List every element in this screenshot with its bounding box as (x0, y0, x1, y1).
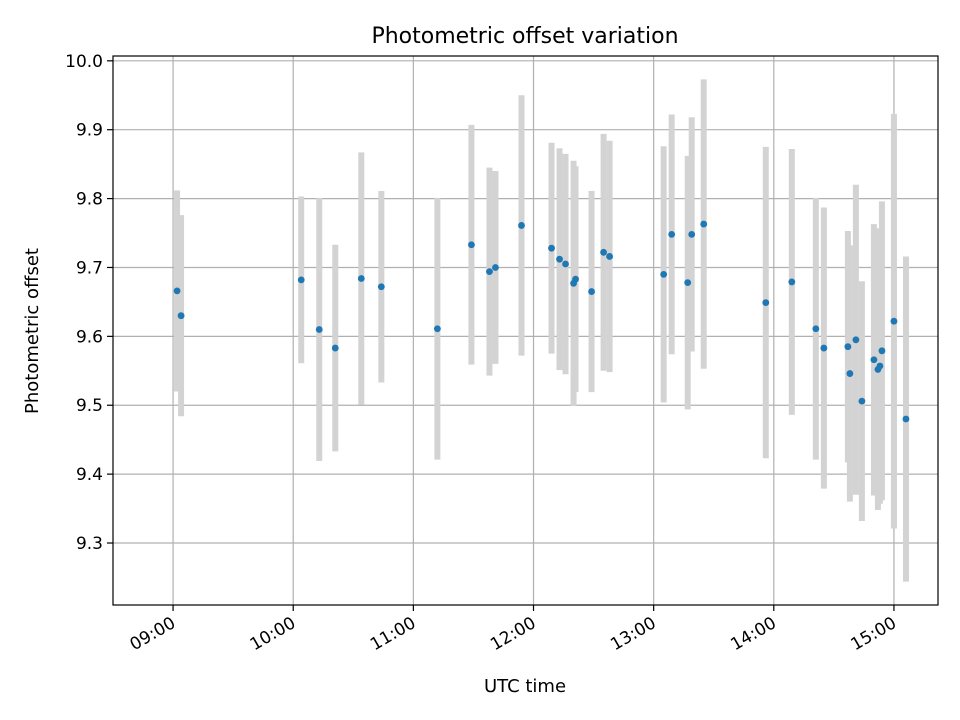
data-point (812, 325, 820, 333)
x-axis-label: UTC time (484, 676, 566, 697)
chart-title: Photometric offset variation (371, 24, 678, 49)
y-tick-label: 9.9 (76, 121, 103, 141)
data-point (788, 278, 796, 286)
data-point (688, 231, 696, 238)
data-point (297, 276, 305, 284)
data-point (876, 362, 884, 370)
y-tick-label: 10.0 (65, 52, 103, 72)
data-point (762, 299, 770, 307)
data-point (357, 275, 365, 282)
data-point (852, 336, 860, 344)
data-point (846, 370, 854, 377)
data-point (492, 264, 499, 271)
data-point (377, 283, 385, 291)
y-tick-label: 9.6 (76, 327, 103, 347)
y-tick-label: 9.5 (76, 396, 103, 416)
y-axis: 9.3 9.4 9.5 9.6 9.7 9.8 9.9 10.0 (65, 52, 113, 554)
data-point (858, 397, 866, 405)
data-point (486, 268, 493, 276)
data-point (606, 253, 614, 260)
data-point (468, 241, 475, 249)
y-axis-label: Photometric offset (22, 248, 43, 414)
data-point (668, 231, 676, 238)
data-point (562, 260, 569, 268)
data-point (572, 275, 579, 283)
y-tick-label: 9.7 (76, 258, 103, 278)
data-point (433, 325, 441, 333)
y-tick-label: 9.8 (76, 190, 103, 210)
y-tick-label: 9.4 (76, 465, 103, 485)
data-point (820, 344, 828, 352)
data-point (844, 343, 852, 351)
y-tick-label: 9.3 (76, 534, 103, 554)
data-point (556, 255, 563, 263)
data-points (173, 220, 910, 423)
data-point (173, 287, 181, 295)
data-point (878, 347, 886, 355)
data-point (870, 356, 878, 364)
data-point (684, 279, 692, 287)
data-point (902, 415, 910, 423)
data-point (331, 344, 339, 352)
data-point (315, 326, 323, 333)
data-point (177, 312, 185, 320)
grid (113, 56, 938, 605)
data-point (700, 220, 708, 228)
data-point (548, 244, 555, 252)
data-point (890, 317, 898, 325)
data-point (600, 248, 607, 256)
data-point (518, 222, 525, 229)
plot-frame (112, 55, 939, 606)
data-point (660, 270, 668, 278)
data-point (588, 288, 595, 295)
